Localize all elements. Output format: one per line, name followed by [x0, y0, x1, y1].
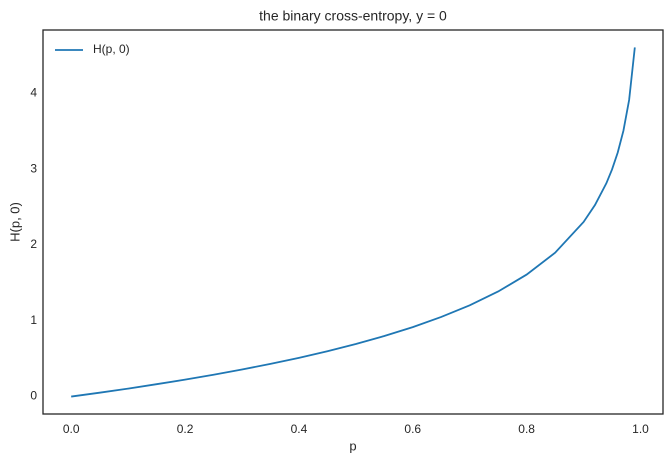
x-tick-label: 0.2	[177, 422, 194, 436]
y-tick-label: 0	[30, 389, 37, 403]
x-tick-label: 0.8	[518, 422, 535, 436]
x-tick-label: 1.0	[632, 422, 649, 436]
y-tick-label: 2	[30, 237, 37, 251]
y-tick-label: 3	[30, 161, 37, 175]
y-tick-label: 1	[30, 313, 37, 327]
x-tick-label: 0.0	[63, 422, 80, 436]
x-axis-label: p	[349, 438, 356, 453]
plot-frame	[42, 29, 664, 415]
line-series	[71, 47, 636, 398]
y-tick-label: 4	[30, 85, 37, 99]
y-axis-label: H(p, 0)	[7, 202, 22, 242]
chart-title: the binary cross-entropy, y = 0	[259, 8, 447, 24]
legend-label: H(p, 0)	[93, 42, 130, 56]
x-tick-label: 0.6	[404, 422, 421, 436]
x-tick-label: 0.4	[291, 422, 308, 436]
